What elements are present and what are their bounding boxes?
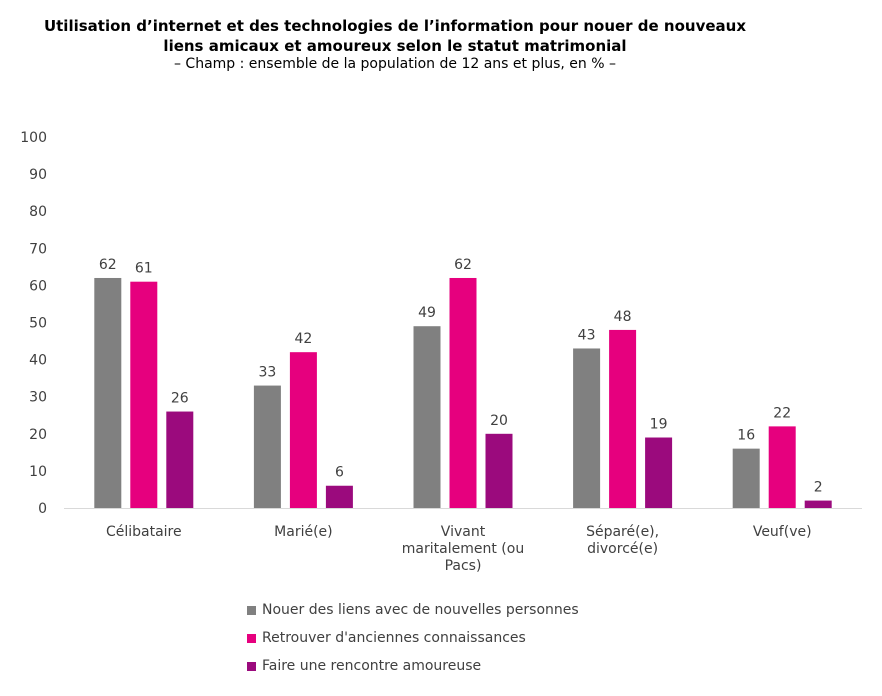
bar-rencontre (166, 411, 194, 508)
bar-retrouver (130, 281, 158, 508)
x-tick-label: Célibataire (106, 524, 182, 540)
data-label-retrouver: 22 (773, 405, 791, 421)
x-tick-label: Marié(e) (274, 524, 332, 540)
data-label-nouer: 33 (258, 365, 276, 381)
legend-label-rencontre: Faire une rencontre amoureuse (262, 658, 482, 674)
y-tick-label: 70 (29, 241, 47, 257)
bar-retrouver (449, 277, 477, 508)
data-label-rencontre: 26 (171, 391, 189, 407)
data-label-retrouver: 48 (614, 309, 632, 325)
legend-label-nouer: Nouer des liens avec de nouvelles person… (262, 602, 579, 618)
y-tick-label: 20 (29, 427, 47, 443)
legend-swatch-nouer (247, 605, 256, 615)
bar-nouer (413, 326, 441, 508)
x-tick-label: divorcé(e) (587, 541, 658, 557)
chart-subtitle: – Champ : ensemble de la population de 1… (173, 56, 616, 72)
y-tick-label: 0 (38, 501, 47, 517)
data-label-rencontre: 2 (814, 480, 823, 496)
bar-rencontre (645, 437, 673, 508)
legend-item-retrouver: Retrouver d'anciennes connaissances (247, 624, 579, 652)
data-label-nouer: 16 (737, 428, 755, 444)
y-tick-label: 80 (29, 204, 47, 220)
bar-rencontre (804, 500, 832, 508)
data-label-retrouver: 62 (454, 257, 472, 273)
bar-nouer (573, 348, 601, 508)
data-label-rencontre: 6 (335, 465, 344, 481)
bar-rencontre (325, 485, 353, 508)
bar-retrouver (768, 426, 796, 508)
y-tick-label: 60 (29, 278, 47, 294)
bar-retrouver (289, 352, 317, 508)
chart-legend: Nouer des liens avec de nouvelles person… (247, 596, 579, 680)
x-tick-label: maritalement (ou (402, 541, 524, 557)
legend-swatch-rencontre (247, 661, 256, 671)
data-label-rencontre: 20 (490, 413, 508, 429)
bar-nouer (732, 448, 760, 508)
bar-rencontre (485, 433, 513, 508)
x-tick-label: Pacs) (445, 558, 482, 574)
x-tick-label: Veuf(ve) (753, 524, 812, 540)
y-tick-label: 10 (29, 464, 47, 480)
data-label-nouer: 49 (418, 305, 436, 321)
chart-title: Utilisation d’internet et des technologi… (0, 16, 790, 56)
legend-item-nouer: Nouer des liens avec de nouvelles person… (247, 596, 579, 624)
bar-nouer (94, 277, 122, 508)
data-label-nouer: 62 (99, 257, 117, 273)
data-label-retrouver: 61 (135, 261, 153, 277)
y-tick-label: 40 (29, 353, 47, 369)
bar-nouer (253, 385, 281, 508)
y-tick-label: 90 (29, 167, 47, 183)
x-tick-label: Vivant (441, 524, 486, 540)
x-tick-label: Séparé(e), (586, 524, 659, 540)
legend-item-rencontre: Faire une rencontre amoureuse (247, 652, 579, 680)
y-tick-label: 30 (29, 390, 47, 406)
data-label-rencontre: 19 (650, 417, 668, 433)
chart-title-line-2: liens amicaux et amoureux selon le statu… (163, 37, 627, 55)
data-label-retrouver: 42 (294, 331, 312, 347)
chart-title-line-1: Utilisation d’internet et des technologi… (43, 17, 747, 35)
legend-label-retrouver: Retrouver d'anciennes connaissances (262, 630, 526, 646)
y-tick-label: 50 (29, 316, 47, 332)
legend-swatch-retrouver (247, 633, 256, 643)
bar-retrouver (609, 329, 637, 508)
data-label-nouer: 43 (578, 327, 596, 343)
y-tick-label: 100 (20, 130, 47, 146)
